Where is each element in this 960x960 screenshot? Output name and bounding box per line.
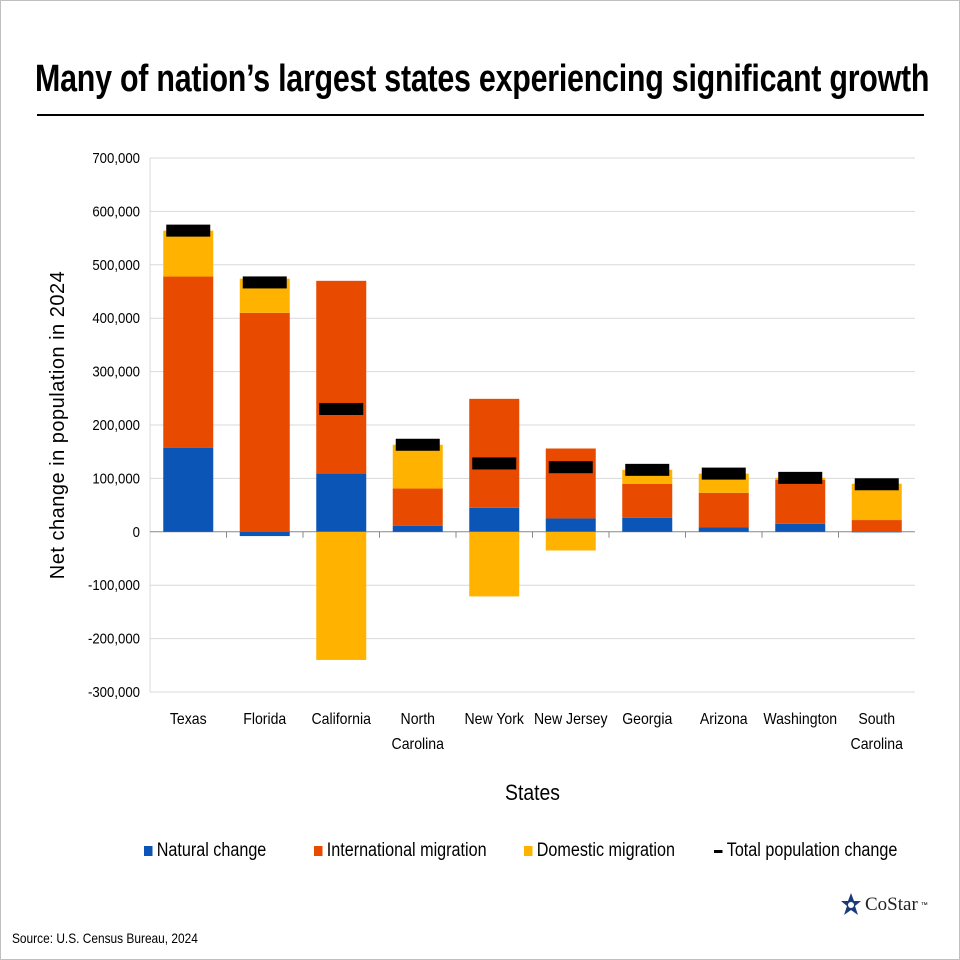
y-tick-label: -200,000	[88, 630, 140, 647]
bar-segment-international	[622, 483, 673, 518]
source-note: Source: U.S. Census Bureau, 2024	[12, 930, 198, 946]
bar-segment-international	[163, 276, 214, 448]
legend-label: Natural change	[156, 840, 267, 861]
title-rule	[37, 114, 924, 116]
x-tick-label: Arizona	[700, 710, 748, 728]
y-tick-label: 100,000	[92, 470, 140, 487]
y-tick-label: 0	[133, 523, 140, 540]
bar-segment-international	[239, 312, 290, 532]
y-tick-label: 600,000	[92, 203, 140, 220]
total-marker	[625, 463, 670, 476]
bar-segment-natural	[698, 527, 749, 532]
x-tick-label: North	[401, 710, 435, 728]
bar-segment-international	[392, 488, 443, 526]
legend-item-international: International migration	[314, 840, 493, 862]
total-marker	[395, 438, 440, 451]
bar-segment-domestic	[469, 531, 520, 597]
legend-item-domestic: Domestic migration	[524, 840, 686, 862]
total-marker	[166, 224, 211, 237]
x-tick-label: Texas	[170, 710, 207, 728]
x-tick-label: Carolina	[392, 735, 445, 753]
bar-segment-natural	[163, 447, 214, 532]
x-tick-label: Georgia	[622, 710, 673, 728]
legend-item-natural: Natural change	[144, 840, 289, 862]
x-tick-label: Carolina	[851, 735, 904, 753]
bar-segment-natural	[392, 525, 443, 532]
bar-segment-domestic	[392, 444, 443, 489]
legend-label: Total population change	[726, 840, 898, 861]
total-marker	[701, 467, 746, 480]
bar-segment-natural	[851, 531, 902, 533]
x-tick-label: California	[312, 710, 372, 728]
bar-segment-natural	[469, 507, 520, 532]
total-marker	[778, 471, 823, 484]
total-marker	[319, 402, 364, 415]
bar-segment-natural	[239, 531, 290, 537]
x-tick-label: South	[858, 710, 895, 728]
x-axis-title: States	[505, 781, 560, 805]
bar-segment-international	[775, 480, 826, 524]
bar-segment-international	[316, 280, 367, 474]
bar-segment-international	[469, 398, 520, 508]
y-tick-label: 700,000	[92, 149, 140, 166]
total-marker	[472, 457, 517, 470]
bar-segment-natural	[622, 517, 673, 532]
total-marker	[854, 478, 899, 491]
y-tick-label: 500,000	[92, 256, 140, 273]
legend-swatch-total	[714, 849, 723, 853]
x-tick-label: Florida	[243, 710, 287, 728]
x-tick-label: New York	[465, 710, 525, 728]
costar-star-icon	[841, 893, 861, 915]
legend-swatch-international	[314, 846, 323, 856]
legend-label: International migration	[326, 840, 487, 861]
y-axis-title: Net change in population in 2024	[47, 271, 69, 579]
legend-swatch-natural	[144, 846, 153, 856]
bar-segment-domestic	[316, 531, 367, 660]
legend: Natural change International migration D…	[144, 840, 930, 862]
bar-segment-natural	[545, 518, 596, 532]
x-tick-label: New Jersey	[534, 710, 608, 728]
x-tick-label: Washington	[763, 710, 837, 728]
legend-swatch-domestic	[524, 846, 533, 856]
bar-segment-international	[851, 520, 902, 532]
total-marker	[548, 461, 593, 474]
legend-item-total: Total population change	[714, 840, 897, 862]
legend-label: Domestic migration	[536, 840, 675, 861]
bar-segment-international	[545, 448, 596, 519]
costar-logo: CoStar ™	[840, 892, 928, 918]
y-tick-label: 200,000	[92, 416, 140, 433]
chart-title: Many of nation’s largest states experien…	[35, 58, 930, 100]
bar-segment-international	[698, 492, 749, 528]
y-tick-label: -100,000	[88, 576, 140, 593]
y-tick-label: -300,000	[88, 683, 140, 700]
bar-segment-natural	[775, 523, 826, 532]
y-tick-label: 400,000	[92, 309, 140, 326]
bar-segment-domestic	[545, 531, 596, 551]
bar-segment-domestic	[163, 230, 214, 277]
total-marker	[242, 276, 287, 289]
bar-segment-natural	[316, 473, 367, 532]
y-tick-label: 300,000	[92, 363, 140, 380]
